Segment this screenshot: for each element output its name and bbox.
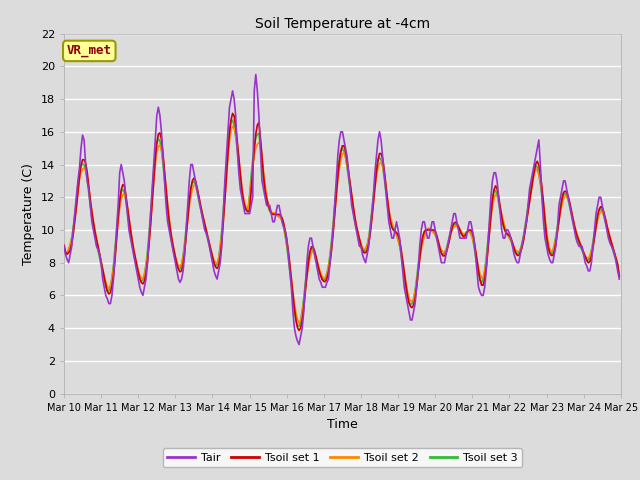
Legend: Tair, Tsoil set 1, Tsoil set 2, Tsoil set 3: Tair, Tsoil set 1, Tsoil set 2, Tsoil se… <box>163 448 522 467</box>
Text: VR_met: VR_met <box>67 44 112 58</box>
X-axis label: Time: Time <box>327 418 358 431</box>
Title: Soil Temperature at -4cm: Soil Temperature at -4cm <box>255 17 430 31</box>
Y-axis label: Temperature (C): Temperature (C) <box>22 163 35 264</box>
